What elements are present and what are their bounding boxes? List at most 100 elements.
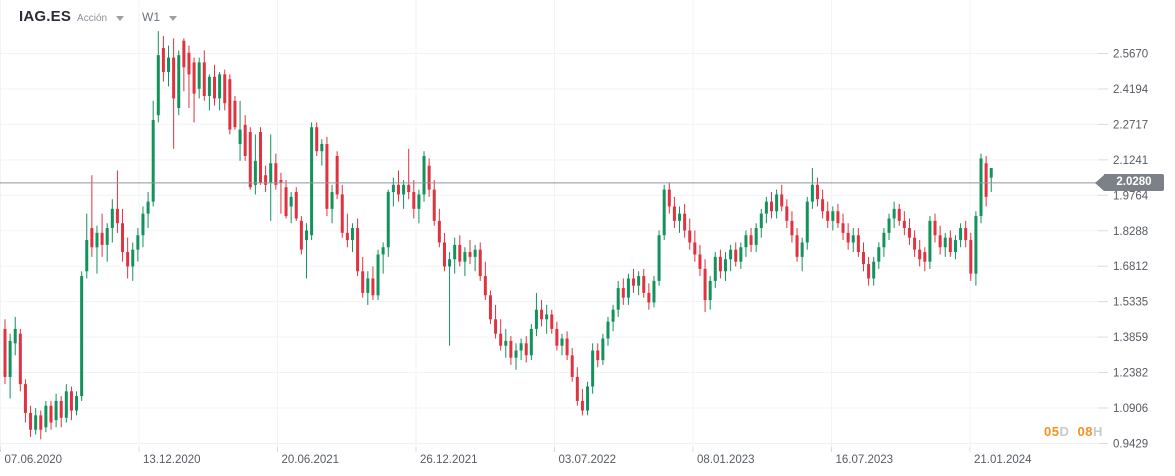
candle-body xyxy=(647,292,651,303)
candle xyxy=(693,230,697,262)
candle xyxy=(790,211,794,243)
candle-body xyxy=(243,124,247,157)
candle-body xyxy=(126,252,130,267)
candle-body xyxy=(228,79,232,130)
timeframe-selector[interactable]: W1 xyxy=(142,10,177,24)
candle-body xyxy=(683,213,687,231)
candle xyxy=(146,192,150,229)
candle-body xyxy=(294,192,298,219)
candle-body xyxy=(44,405,48,428)
candle xyxy=(943,232,947,257)
candle-body xyxy=(841,223,845,233)
candle-body xyxy=(749,235,753,245)
price-axis[interactable]: 2.5670 2.4194 2.2717 2.1241 1.9764 1.8288 1.68… xyxy=(1098,49,1149,451)
candle xyxy=(483,261,487,301)
candle-body xyxy=(85,240,89,272)
candle xyxy=(969,232,973,281)
current-price-badge: 2.0280 xyxy=(1095,174,1164,192)
candle-body xyxy=(330,192,334,209)
candle xyxy=(524,336,528,363)
candle-body xyxy=(943,237,947,248)
candle-wick xyxy=(305,223,307,279)
candle xyxy=(815,177,819,207)
candle-body xyxy=(611,309,615,322)
candle-body xyxy=(422,156,426,195)
candle xyxy=(948,230,952,257)
candle-body xyxy=(739,247,743,262)
candle xyxy=(494,304,498,339)
candle-body xyxy=(264,175,268,185)
candle-body xyxy=(642,276,646,293)
candle xyxy=(846,223,850,250)
candle xyxy=(294,187,298,221)
candle-body xyxy=(580,400,584,411)
candle-body xyxy=(192,62,196,94)
candle xyxy=(100,213,104,257)
candle xyxy=(335,151,339,200)
candle-body xyxy=(453,244,457,260)
candle xyxy=(340,184,344,238)
candle xyxy=(836,204,840,229)
instrument-selector[interactable]: IAG.ES Acción xyxy=(19,8,125,25)
candle xyxy=(652,276,656,308)
candle xyxy=(34,408,38,435)
candle xyxy=(550,309,554,334)
candle xyxy=(642,268,646,298)
candle-body xyxy=(213,76,217,99)
candle-body xyxy=(371,278,375,296)
candle-body xyxy=(586,386,590,411)
candle xyxy=(785,199,789,229)
candle-body xyxy=(851,235,855,243)
candle-body xyxy=(724,259,728,272)
candle-body xyxy=(632,278,636,286)
candle xyxy=(29,405,33,437)
candle-body xyxy=(744,235,748,248)
candle xyxy=(907,218,911,245)
candle-wick xyxy=(280,172,282,214)
candle xyxy=(161,35,165,82)
price-tick-label: 1.3859 xyxy=(1113,332,1148,344)
candle xyxy=(718,249,722,279)
candle-body xyxy=(693,242,697,255)
timeframe-label: W1 xyxy=(142,10,160,24)
candle xyxy=(361,256,365,298)
candle-body xyxy=(207,76,211,96)
candle-body xyxy=(172,57,176,99)
candle xyxy=(350,223,354,253)
candle-body xyxy=(867,264,871,279)
candle xyxy=(749,228,753,253)
candle xyxy=(141,206,145,248)
candle xyxy=(744,230,748,257)
candles-layer xyxy=(3,31,993,440)
candle-body xyxy=(417,194,421,209)
candle xyxy=(371,266,375,301)
candle xyxy=(391,177,395,207)
candle xyxy=(274,153,278,190)
chevron-down-icon[interactable] xyxy=(116,15,125,21)
candle xyxy=(202,50,206,101)
candle-body xyxy=(105,228,109,245)
candle xyxy=(458,235,462,267)
candle-body xyxy=(325,144,329,209)
candle-body xyxy=(601,338,605,361)
candle xyxy=(913,230,917,257)
candle-body xyxy=(560,338,564,346)
candle xyxy=(821,189,825,219)
candle-body xyxy=(514,350,518,358)
candle xyxy=(64,384,68,423)
candle xyxy=(3,319,7,385)
time-axis[interactable]: 07.06.2020 13.12.2020 20.06.2021 26.12.2021… xyxy=(0,447,1033,466)
candle xyxy=(44,400,48,433)
candle xyxy=(713,252,717,289)
candle-body xyxy=(718,256,722,272)
candle xyxy=(545,304,549,334)
countdown-days-value: 05 xyxy=(1044,424,1060,439)
candle xyxy=(647,283,651,310)
candle xyxy=(105,223,109,262)
candle-body xyxy=(606,321,610,339)
chevron-down-icon[interactable] xyxy=(169,16,177,21)
candle-wick xyxy=(321,139,323,166)
countdown-days-unit: D xyxy=(1059,424,1070,439)
candle-body xyxy=(437,220,441,243)
